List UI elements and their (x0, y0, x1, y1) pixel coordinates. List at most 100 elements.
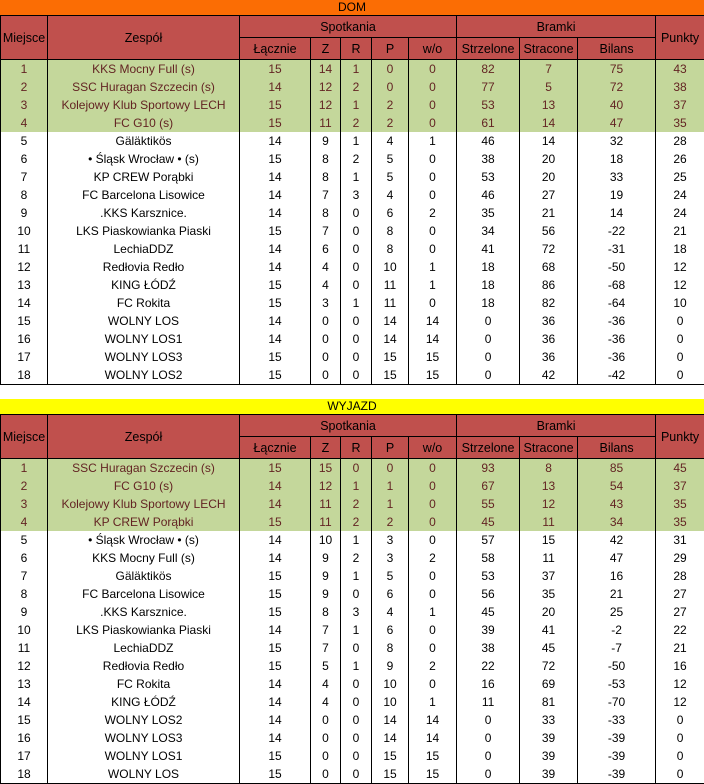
cell-walkover: 14 (409, 330, 457, 348)
cell-draws: 0 (341, 459, 372, 478)
cell-losses: 14 (372, 312, 409, 330)
cell-losses: 6 (372, 621, 409, 639)
cell-scored: 53 (457, 96, 520, 114)
cell-walkover: 2 (409, 549, 457, 567)
cell-wins: 9 (311, 585, 341, 603)
cell-scored: 53 (457, 168, 520, 186)
cell-balance: 14 (578, 204, 656, 222)
cell-draws: 1 (341, 294, 372, 312)
col-header-r: R (341, 38, 372, 60)
cell-points: 38 (656, 78, 704, 96)
cell-wins: 14 (311, 60, 341, 79)
cell-team: WOLNY LOS1 (48, 747, 240, 765)
cell-team: KING ŁÓDŹ (48, 276, 240, 294)
cell-losses: 15 (372, 765, 409, 784)
cell-total: 15 (240, 585, 311, 603)
cell-losses: 0 (372, 60, 409, 79)
cell-team: SSC Huragan Szczecin (s) (48, 459, 240, 478)
cell-place: 1 (1, 60, 48, 79)
cell-scored: 0 (457, 366, 520, 385)
cell-total: 15 (240, 567, 311, 585)
cell-conceded: 39 (520, 747, 578, 765)
cell-scored: 16 (457, 675, 520, 693)
cell-walkover: 0 (409, 567, 457, 585)
cell-wins: 0 (311, 312, 341, 330)
cell-balance: 16 (578, 567, 656, 585)
cell-draws: 2 (341, 513, 372, 531)
cell-team: WOLNY LOS3 (48, 348, 240, 366)
cell-place: 17 (1, 747, 48, 765)
cell-losses: 10 (372, 675, 409, 693)
cell-balance: -64 (578, 294, 656, 312)
cell-place: 2 (1, 78, 48, 96)
cell-place: 9 (1, 603, 48, 621)
cell-place: 3 (1, 495, 48, 513)
cell-balance: -50 (578, 657, 656, 675)
cell-walkover: 0 (409, 495, 457, 513)
cell-points: 0 (656, 366, 704, 385)
cell-total: 14 (240, 621, 311, 639)
cell-losses: 5 (372, 150, 409, 168)
cell-scored: 22 (457, 657, 520, 675)
cell-total: 14 (240, 330, 311, 348)
cell-wins: 8 (311, 168, 341, 186)
col-header-wo: w/o (409, 38, 457, 60)
cell-draws: 0 (341, 585, 372, 603)
cell-walkover: 1 (409, 603, 457, 621)
cell-balance: 47 (578, 549, 656, 567)
cell-team: WOLNY LOS2 (48, 711, 240, 729)
cell-team: FC G10 (s) (48, 477, 240, 495)
cell-walkover: 0 (409, 114, 457, 132)
cell-walkover: 1 (409, 132, 457, 150)
cell-points: 24 (656, 204, 704, 222)
cell-points: 21 (656, 222, 704, 240)
cell-scored: 53 (457, 567, 520, 585)
cell-team: FC G10 (s) (48, 114, 240, 132)
cell-losses: 6 (372, 204, 409, 222)
cell-scored: 0 (457, 711, 520, 729)
cell-team: KP CREW Porąbki (48, 513, 240, 531)
cell-walkover: 0 (409, 477, 457, 495)
cell-losses: 3 (372, 549, 409, 567)
cell-team: Gäläktikös (48, 567, 240, 585)
col-header-punkty: Punkty (656, 415, 704, 459)
cell-wins: 0 (311, 711, 341, 729)
wyjazd-table-header: Miejsce Zespół Spotkania Bramki Punkty Ł… (1, 415, 704, 459)
cell-conceded: 72 (520, 657, 578, 675)
cell-walkover: 14 (409, 729, 457, 747)
cell-balance: 72 (578, 78, 656, 96)
cell-walkover: 0 (409, 60, 457, 79)
col-group-spotkania: Spotkania (240, 16, 457, 38)
cell-points: 29 (656, 549, 704, 567)
cell-wins: 7 (311, 186, 341, 204)
cell-team: FC Barcelona Lisowice (48, 186, 240, 204)
cell-conceded: 68 (520, 258, 578, 276)
cell-wins: 7 (311, 222, 341, 240)
cell-team: .KKS Karsznice. (48, 204, 240, 222)
cell-place: 4 (1, 513, 48, 531)
cell-draws: 0 (341, 729, 372, 747)
cell-balance: 33 (578, 168, 656, 186)
cell-points: 31 (656, 531, 704, 549)
cell-losses: 2 (372, 96, 409, 114)
cell-team: WOLNY LOS3 (48, 729, 240, 747)
cell-walkover: 2 (409, 204, 457, 222)
cell-scored: 18 (457, 276, 520, 294)
cell-place: 18 (1, 765, 48, 784)
cell-scored: 41 (457, 240, 520, 258)
cell-team: Kolejowy Klub Sportowy LECH (48, 96, 240, 114)
cell-total: 15 (240, 222, 311, 240)
cell-losses: 10 (372, 258, 409, 276)
cell-points: 37 (656, 96, 704, 114)
cell-scored: 67 (457, 477, 520, 495)
cell-conceded: 41 (520, 621, 578, 639)
cell-total: 14 (240, 312, 311, 330)
col-header-wo: w/o (409, 437, 457, 459)
